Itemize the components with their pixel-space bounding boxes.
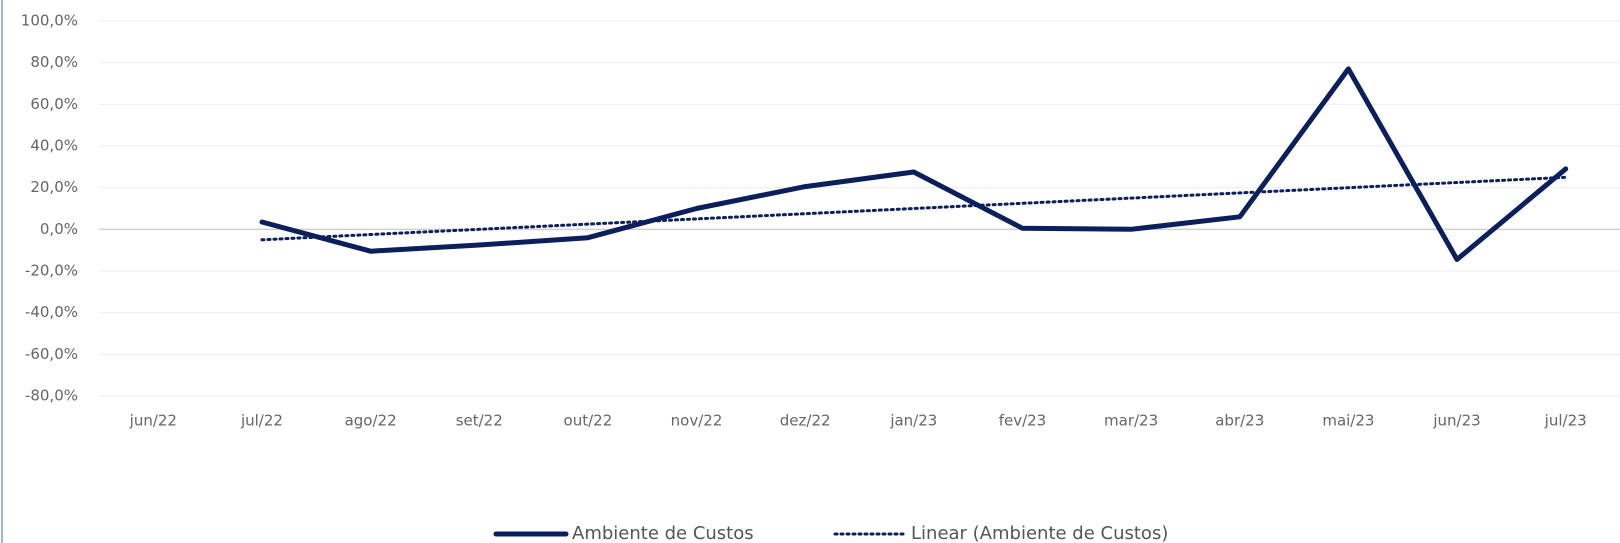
- x-tick-label: set/22: [456, 412, 503, 430]
- legend-label: Linear (Ambiente de Custos): [911, 523, 1168, 543]
- y-tick-label: -80,0%: [25, 387, 78, 405]
- x-tick-label: jan/23: [889, 412, 937, 430]
- y-tick-label: 80,0%: [30, 53, 78, 71]
- x-tick-label: jul/22: [240, 412, 283, 430]
- y-tick-label: 20,0%: [30, 178, 78, 196]
- x-tick-label: ago/22: [345, 412, 397, 430]
- y-tick-label: -40,0%: [25, 303, 78, 321]
- x-tick-label: nov/22: [671, 412, 723, 430]
- trend-line: [260, 175, 1568, 242]
- y-tick-label: -60,0%: [25, 345, 78, 363]
- y-tick-label: -20,0%: [25, 262, 78, 280]
- y-tick-label: 60,0%: [30, 95, 78, 113]
- y-tick-label: 100,0%: [21, 12, 78, 30]
- y-tick-label: 40,0%: [30, 137, 78, 155]
- x-tick-label: fev/23: [999, 412, 1047, 430]
- x-tick-label: abr/23: [1215, 412, 1264, 430]
- x-tick-label: mai/23: [1322, 412, 1374, 430]
- legend-label: Ambiente de Custos: [572, 523, 754, 543]
- x-tick-label: dez/22: [780, 412, 831, 430]
- x-tick-label: jun/22: [129, 412, 177, 430]
- x-tick-label: jun/23: [1432, 412, 1480, 430]
- x-tick-label: mar/23: [1104, 412, 1158, 430]
- x-tick-label: out/22: [564, 412, 613, 430]
- y-tick-label: 0,0%: [40, 220, 78, 238]
- x-tick-label: jul/23: [1544, 412, 1587, 430]
- series-line: [259, 66, 1569, 262]
